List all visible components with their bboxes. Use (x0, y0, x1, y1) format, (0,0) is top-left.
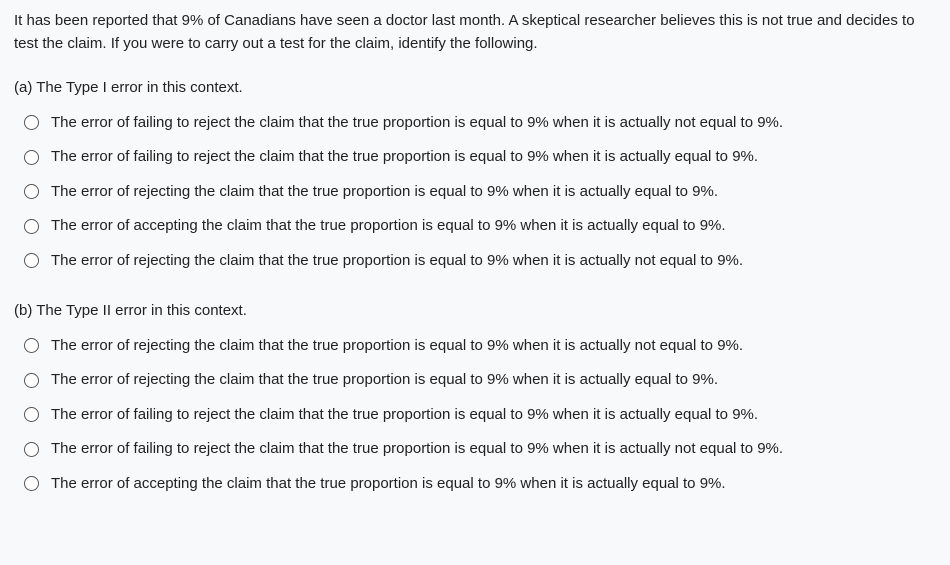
option-text: The error of failing to reject the claim… (51, 404, 936, 427)
radio-icon[interactable] (24, 373, 39, 388)
option-text: The error of failing to reject the claim… (51, 112, 936, 135)
option-row[interactable]: The error of failing to reject the claim… (24, 112, 936, 135)
radio-icon[interactable] (24, 442, 39, 457)
radio-icon[interactable] (24, 115, 39, 130)
part-a-options: The error of failing to reject the claim… (24, 112, 936, 273)
option-row[interactable]: The error of rejecting the claim that th… (24, 369, 936, 392)
option-text: The error of rejecting the claim that th… (51, 181, 936, 204)
part-b-label: (b) The Type II error in this context. (14, 300, 936, 323)
option-text: The error of accepting the claim that th… (51, 473, 936, 496)
option-row[interactable]: The error of failing to reject the claim… (24, 404, 936, 427)
radio-icon[interactable] (24, 407, 39, 422)
option-row[interactable]: The error of rejecting the claim that th… (24, 181, 936, 204)
question-intro: It has been reported that 9% of Canadian… (14, 10, 936, 55)
option-text: The error of rejecting the claim that th… (51, 369, 936, 392)
option-row[interactable]: The error of accepting the claim that th… (24, 215, 936, 238)
option-row[interactable]: The error of rejecting the claim that th… (24, 335, 936, 358)
radio-icon[interactable] (24, 338, 39, 353)
part-b-block: (b) The Type II error in this context. T… (14, 300, 936, 495)
option-row[interactable]: The error of failing to reject the claim… (24, 146, 936, 169)
radio-icon[interactable] (24, 253, 39, 268)
option-text: The error of accepting the claim that th… (51, 215, 936, 238)
option-text: The error of failing to reject the claim… (51, 438, 936, 461)
part-b-options: The error of rejecting the claim that th… (24, 335, 936, 496)
option-text: The error of failing to reject the claim… (51, 146, 936, 169)
part-a-block: (a) The Type I error in this context. Th… (14, 77, 936, 272)
radio-icon[interactable] (24, 150, 39, 165)
option-text: The error of rejecting the claim that th… (51, 250, 936, 273)
option-row[interactable]: The error of failing to reject the claim… (24, 438, 936, 461)
radio-icon[interactable] (24, 476, 39, 491)
part-a-label: (a) The Type I error in this context. (14, 77, 936, 100)
radio-icon[interactable] (24, 184, 39, 199)
option-text: The error of rejecting the claim that th… (51, 335, 936, 358)
radio-icon[interactable] (24, 219, 39, 234)
option-row[interactable]: The error of accepting the claim that th… (24, 473, 936, 496)
option-row[interactable]: The error of rejecting the claim that th… (24, 250, 936, 273)
